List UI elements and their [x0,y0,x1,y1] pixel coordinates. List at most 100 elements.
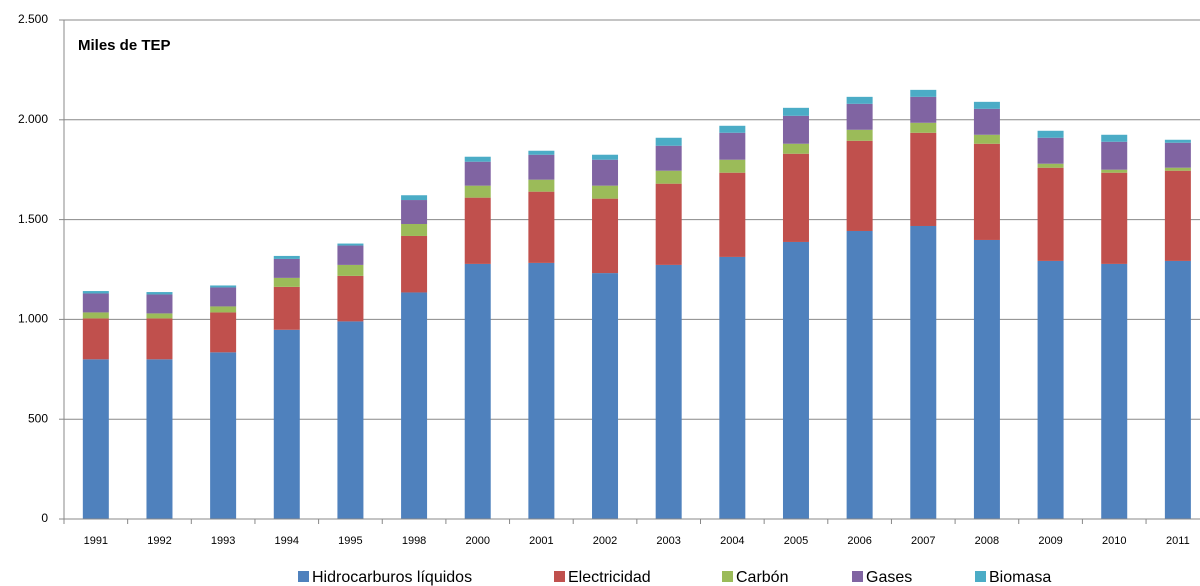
bar-segment [719,132,746,160]
x-tick-label: 1998 [402,535,426,547]
x-tick-label: 2001 [529,535,553,547]
bar-segment [973,101,1000,109]
bar-segment [973,108,1000,135]
bar-segment [782,143,809,154]
bar-segment [910,122,937,133]
bar-segment [592,154,619,160]
bar-segment [210,312,237,353]
bar-segment [1101,169,1128,173]
bar-segment [146,313,173,319]
bar-segment [273,329,300,519]
chart-title: Miles de TEP [78,37,171,54]
x-tick-label: 2005 [784,535,808,547]
x-tick-label: 2003 [656,535,680,547]
bar-segment [910,132,937,226]
bar-segment [846,96,873,104]
bar-segment [973,239,1000,519]
bar-segment [273,258,300,278]
legend-label: Gases [866,569,912,586]
bar-segment [337,243,364,246]
x-tick-label: 1995 [338,535,362,547]
bar-segment [782,153,809,242]
y-tick-label: 500 [28,411,48,425]
legend-swatch [975,571,986,582]
y-tick-label: 2.000 [18,112,48,126]
bar-segment [1037,260,1064,519]
bar-segment [146,359,173,519]
bar-segment [1164,142,1191,168]
bar-segment [337,264,364,276]
bar-segment [655,137,682,146]
bar-segment [1037,130,1064,138]
bar-segment [592,198,619,274]
x-tick-label: 1993 [211,535,235,547]
bar-segment [82,359,109,519]
x-tick-label: 1991 [84,535,108,547]
bar-segment [1101,263,1128,519]
x-tick-label: 2010 [1102,535,1126,547]
bar-segment [528,179,555,192]
bar-segment [846,129,873,141]
legend-label: Hidrocarburos líquidos [312,569,472,586]
x-tick-label: 2000 [465,535,489,547]
bar-segment [210,352,237,519]
bar-segment [1037,167,1064,261]
bar-segment [528,150,555,155]
bar-segment [719,159,746,173]
legend-swatch [554,571,565,582]
bar-segment [1101,172,1128,264]
x-tick-label: 2008 [975,535,999,547]
bar-segment [146,294,173,314]
x-tick-label: 2007 [911,535,935,547]
bar-segment [846,103,873,130]
x-tick-label: 2006 [847,535,871,547]
bar-segment [973,134,1000,144]
bar-segment [337,245,364,265]
y-tick-label: 1.000 [18,312,48,326]
bar-segment [973,143,1000,240]
bar-segment [82,312,109,319]
y-tick-label: 0 [41,511,48,525]
bar-segment [910,89,937,97]
legend-label: Electricidad [568,569,651,586]
bar-segment [337,321,364,519]
bar-segment [82,291,109,294]
legend-swatch [298,571,309,582]
bar-segment [846,230,873,519]
bar-segment [1164,167,1191,171]
x-tick-label: 2009 [1038,535,1062,547]
bar-segment [719,125,746,133]
bar-segment [401,200,428,224]
bar-segment [464,263,491,519]
bar-segment [1101,141,1128,170]
bar-segment [910,96,937,123]
bar-segment [528,154,555,180]
x-tick-label: 1994 [275,535,299,547]
y-tick-label: 2.500 [18,12,48,26]
bar-segment [464,156,491,162]
bar-segment [1101,134,1128,142]
bar-segment [401,292,428,519]
legend-swatch [852,571,863,582]
bar-segment [1037,163,1064,168]
bar-segment [146,318,173,360]
bar-segment [273,286,300,330]
bar-segment [1164,260,1191,519]
bar-segment [210,287,237,307]
bar-segment [846,140,873,231]
y-tick-label: 1.500 [18,212,48,226]
bar-segment [782,115,809,144]
bar-segment [82,293,109,313]
x-tick-label: 1992 [147,535,171,547]
bar-segment [719,256,746,519]
bar-segment [528,262,555,519]
legend-swatch [722,571,733,582]
bar-segment [210,306,237,313]
bar-segment [655,183,682,265]
bar-segment [592,273,619,519]
bar-segment [210,285,237,288]
bar-segment [337,275,364,322]
bar-segment [910,225,937,520]
bar-segment [592,185,619,199]
bar-segment [273,255,300,259]
